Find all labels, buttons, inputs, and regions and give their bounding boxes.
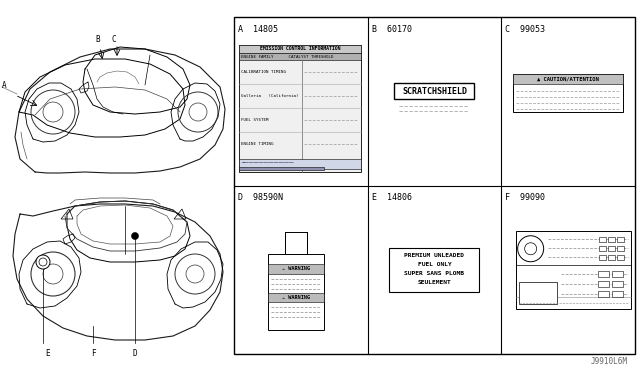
Bar bbox=[598, 271, 609, 277]
Bar bbox=[234, 17, 635, 354]
Text: ENGINE FAMILY      CATALYST THRESHOLD: ENGINE FAMILY CATALYST THRESHOLD bbox=[241, 55, 333, 58]
Bar bbox=[239, 158, 361, 169]
Bar bbox=[617, 246, 623, 251]
Text: FUEL SYSTEM: FUEL SYSTEM bbox=[241, 118, 269, 122]
Bar bbox=[239, 53, 361, 60]
Text: CALIBRATION TIMING: CALIBRATION TIMING bbox=[241, 70, 286, 74]
Bar bbox=[607, 246, 614, 251]
Circle shape bbox=[131, 232, 138, 240]
Bar bbox=[390, 248, 479, 292]
Text: ▲ CAUTION/ATTENTION: ▲ CAUTION/ATTENTION bbox=[538, 77, 599, 82]
Text: EMISSION CONTROL INFORMATION: EMISSION CONTROL INFORMATION bbox=[260, 46, 340, 51]
Bar bbox=[285, 232, 307, 254]
Text: D: D bbox=[132, 349, 138, 358]
Circle shape bbox=[36, 255, 50, 269]
Text: F  99090: F 99090 bbox=[506, 193, 545, 202]
Text: A  14805: A 14805 bbox=[238, 25, 278, 34]
Bar bbox=[516, 231, 630, 309]
Text: ─────────────────────: ───────────────────── bbox=[241, 161, 294, 166]
Bar bbox=[607, 237, 614, 242]
Text: E  14806: E 14806 bbox=[372, 193, 412, 202]
Bar bbox=[268, 254, 324, 330]
Bar bbox=[268, 264, 324, 274]
Text: SUPER SANS PLOMB: SUPER SANS PLOMB bbox=[404, 271, 465, 276]
Text: FUEL ONLY: FUEL ONLY bbox=[418, 262, 451, 267]
Text: C  99053: C 99053 bbox=[506, 25, 545, 34]
Text: ⚠ WARNING: ⚠ WARNING bbox=[282, 266, 310, 271]
Text: B: B bbox=[95, 35, 100, 45]
Text: SCRATCHSHIELD: SCRATCHSHIELD bbox=[402, 87, 467, 96]
Bar bbox=[598, 246, 605, 251]
Bar bbox=[239, 45, 361, 171]
Text: ENGINE TIMING: ENGINE TIMING bbox=[241, 142, 273, 145]
Text: SEULEMENT: SEULEMENT bbox=[418, 280, 451, 285]
Bar bbox=[612, 271, 623, 277]
Bar bbox=[598, 237, 605, 242]
Bar bbox=[239, 45, 361, 53]
Bar bbox=[617, 237, 623, 242]
Text: A: A bbox=[2, 80, 6, 90]
Bar bbox=[513, 74, 623, 84]
Text: C: C bbox=[112, 35, 116, 45]
Text: PREMIUM UNLEADED: PREMIUM UNLEADED bbox=[404, 253, 465, 258]
Bar bbox=[394, 83, 474, 99]
Bar bbox=[612, 291, 623, 297]
Bar bbox=[518, 282, 557, 304]
Bar bbox=[598, 291, 609, 297]
Text: ⚠ WARNING: ⚠ WARNING bbox=[282, 295, 310, 300]
Bar bbox=[598, 281, 609, 287]
Text: J9910L6M: J9910L6M bbox=[591, 357, 628, 366]
Bar bbox=[268, 293, 324, 302]
Bar bbox=[513, 74, 623, 112]
Text: E: E bbox=[45, 349, 51, 358]
Text: F: F bbox=[91, 349, 95, 358]
Bar bbox=[607, 255, 614, 260]
Text: Galleria   (California): Galleria (California) bbox=[241, 94, 298, 98]
Text: D  98590N: D 98590N bbox=[238, 193, 283, 202]
Bar bbox=[239, 167, 324, 170]
Bar bbox=[617, 255, 623, 260]
Bar bbox=[612, 281, 623, 287]
Bar bbox=[598, 255, 605, 260]
Text: B  60170: B 60170 bbox=[372, 25, 412, 34]
